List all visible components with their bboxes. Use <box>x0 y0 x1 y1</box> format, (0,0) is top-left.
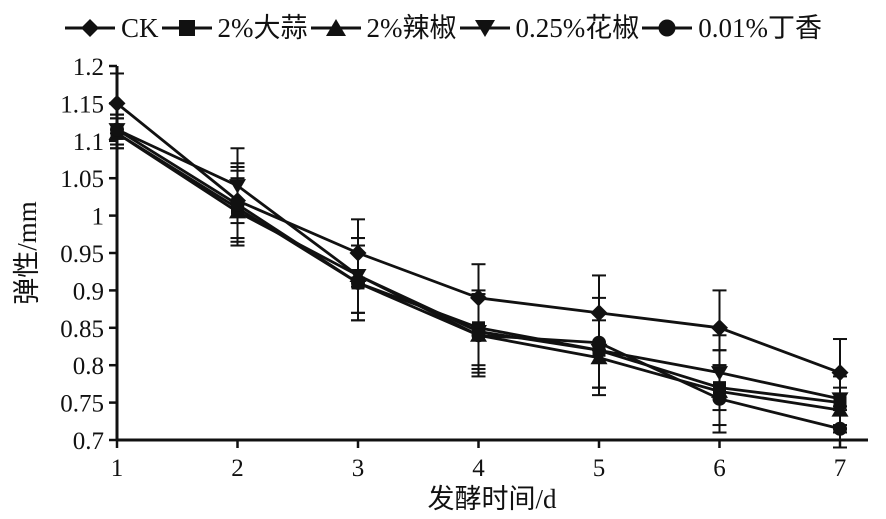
y-tick-label: 0.75 <box>60 391 104 418</box>
data-point-diamond <box>831 364 849 382</box>
y-tick-label: 0.8 <box>73 353 104 380</box>
diamond-marker-icon <box>64 19 115 37</box>
data-point-circle <box>471 328 486 343</box>
legend-item-garlic: 2%大蒜 <box>161 12 308 43</box>
y-tick-label: 1.2 <box>73 54 104 81</box>
data-point-circle <box>230 197 245 212</box>
data-point-diamond <box>349 244 367 262</box>
triangle-down-marker-icon <box>459 20 510 37</box>
y-tick-label: 1.15 <box>60 91 104 118</box>
legend-label: 2%大蒜 <box>217 12 308 43</box>
data-point-diamond <box>108 94 126 112</box>
data-point-triangle-down <box>229 179 246 194</box>
data-point-diamond <box>711 319 728 337</box>
y-tick-label: 1.1 <box>73 129 104 156</box>
data-point-diamond <box>590 304 608 322</box>
data-point-circle <box>592 335 606 350</box>
x-tick-label: 4 <box>472 455 485 482</box>
y-tick-label: 0.85 <box>60 316 104 343</box>
y-tick-label: 0.9 <box>73 278 104 305</box>
legend-item-chili: 2%辣椒 <box>310 12 457 43</box>
legend-item-clove: 0.01%丁香 <box>641 12 822 43</box>
x-tick-label: 5 <box>593 455 606 482</box>
data-point-circle <box>712 391 727 406</box>
x-axis-label: 发酵时间/d <box>427 484 557 514</box>
data-point-circle <box>833 421 847 436</box>
x-tick-label: 6 <box>713 455 726 482</box>
circle-marker-icon <box>642 19 693 37</box>
legend-label: CK <box>120 12 159 43</box>
x-tick-label: 3 <box>352 455 365 482</box>
y-tick-label: 0.95 <box>60 241 104 268</box>
data-point-diamond <box>470 289 487 307</box>
legend-item-ck: CK <box>64 12 159 43</box>
x-tick-label: 2 <box>231 455 244 482</box>
triangle-up-marker-icon <box>310 19 361 36</box>
y-tick-label: 0.7 <box>73 428 104 455</box>
legend-label: 2%辣椒 <box>366 12 457 43</box>
legend-label: 0.25%花椒 <box>515 12 640 43</box>
data-point-triangle-down <box>831 392 849 407</box>
y-axis-label: 弹性/mm <box>12 201 42 305</box>
square-marker-icon <box>161 20 212 36</box>
x-tick-label: 7 <box>834 455 847 482</box>
y-tick-label: 1 <box>92 204 105 231</box>
chart-legend: CK 2%大蒜 2%辣椒 0.25%花椒 <box>0 10 886 46</box>
data-point-circle <box>110 122 124 137</box>
y-tick-label: 1.05 <box>60 166 104 193</box>
x-tick-label: 1 <box>111 455 124 482</box>
legend-label: 0.01%丁香 <box>698 12 822 43</box>
data-point-triangle-up <box>831 402 849 417</box>
legend-item-sichuan-pepper: 0.25%花椒 <box>459 12 640 43</box>
data-point-triangle-down <box>711 366 728 381</box>
data-point-circle <box>351 275 365 290</box>
